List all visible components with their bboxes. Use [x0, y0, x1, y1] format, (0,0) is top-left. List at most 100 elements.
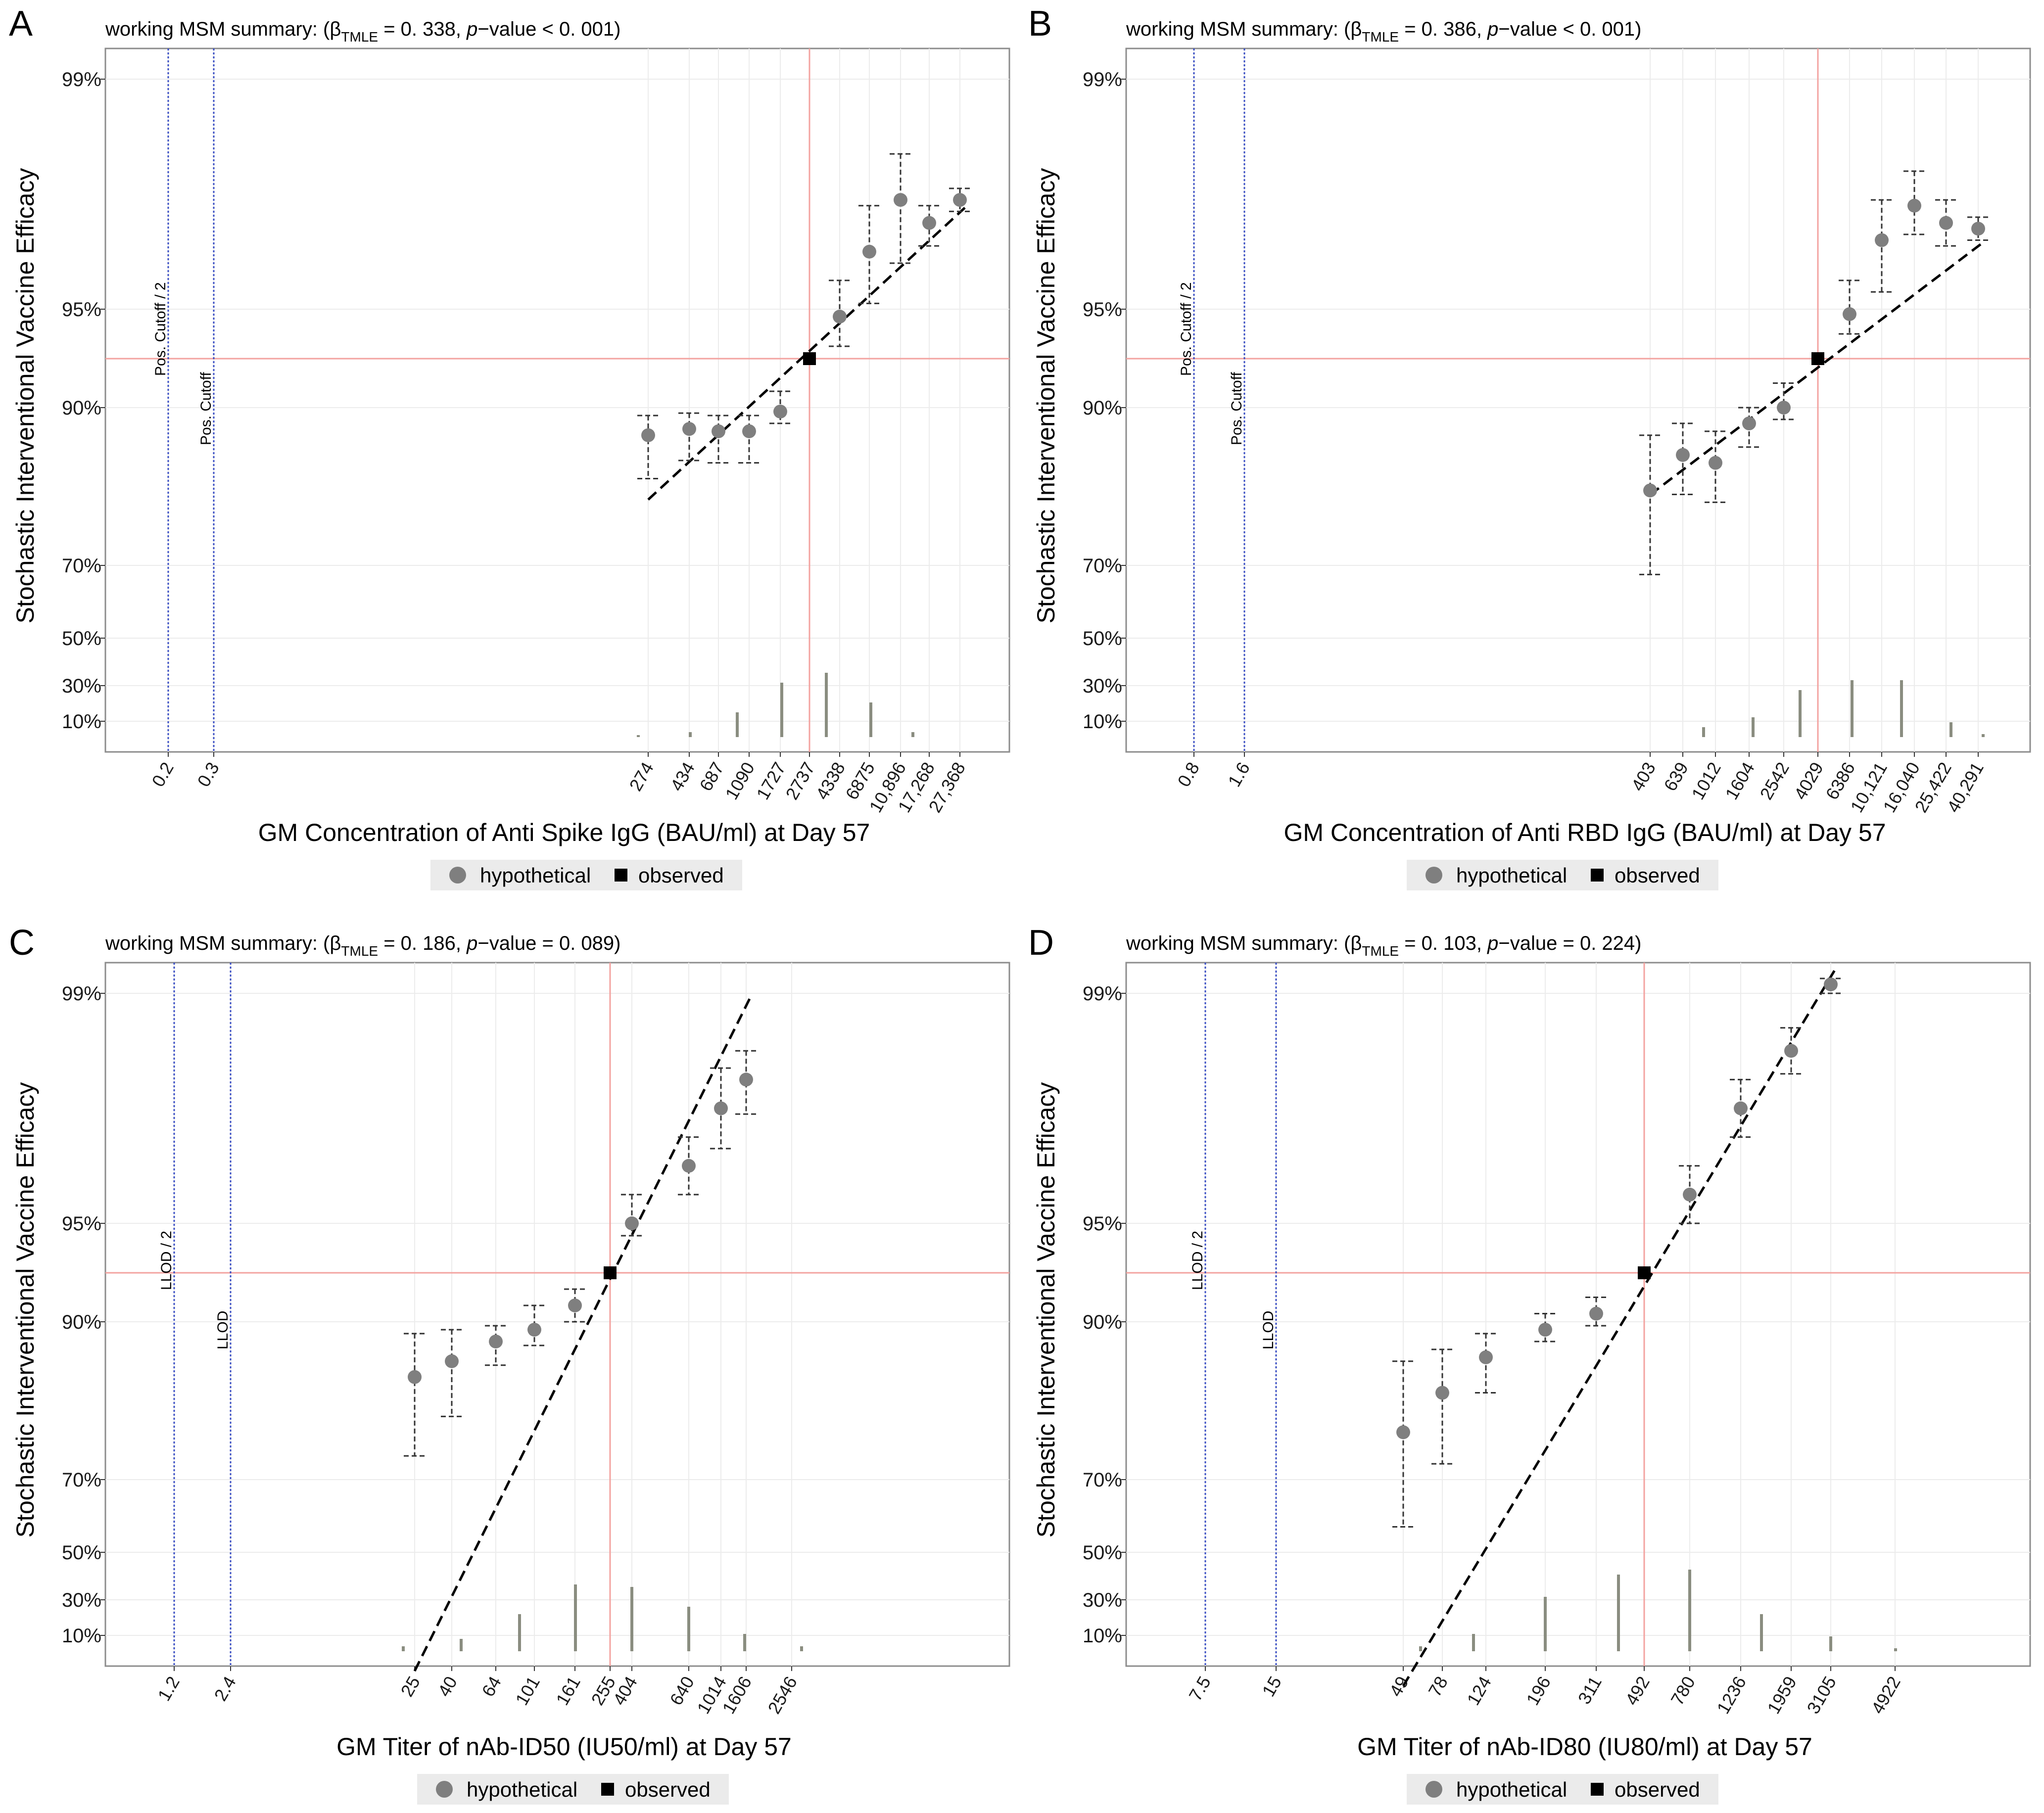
- y-tick-label: 50%: [62, 1542, 101, 1564]
- beta-hat: β: [330, 932, 341, 954]
- histogram-bar: [736, 712, 739, 737]
- cutoff-label: Pos. Cutoff / 2: [152, 282, 169, 376]
- hypothetical-point: [1479, 1350, 1493, 1364]
- y-tick-label: 99%: [62, 983, 101, 1005]
- histogram-bar: [1949, 722, 1952, 737]
- legend-hypothetical-label: hypothetical: [1456, 1778, 1567, 1801]
- y-axis-title: Stochastic Interventional Vaccine Effica…: [1032, 1082, 1060, 1538]
- beta-subscript: TMLE: [341, 29, 378, 45]
- y-tick-label: 99%: [1083, 69, 1122, 91]
- panel-letter: B: [1028, 4, 1052, 44]
- legend-box: [430, 860, 742, 890]
- trend-line: [1402, 968, 1837, 1687]
- legend-hypothetical-key: [1426, 1781, 1442, 1798]
- x-axis-title: GM Concentration of Anti Spike IgG (BAU/…: [258, 819, 870, 846]
- msm-summary: working MSM summary: (βTMLE = 0. 338, p−…: [105, 18, 620, 45]
- observed-point: [604, 1266, 617, 1279]
- legend-hypothetical-key: [1426, 867, 1442, 883]
- y-tick-label: 90%: [1083, 1311, 1122, 1333]
- hypothetical-point: [1971, 222, 1985, 236]
- histogram-bar: [1900, 680, 1903, 737]
- hypothetical-point: [641, 428, 655, 442]
- hypothetical-point: [408, 1370, 422, 1384]
- y-axis-title: Stochastic Interventional Vaccine Effica…: [11, 1082, 39, 1538]
- y-tick-label: 30%: [62, 1589, 101, 1611]
- beta-subscript: TMLE: [341, 943, 378, 959]
- y-tick-label: 95%: [1083, 1213, 1122, 1235]
- hypothetical-point: [1843, 307, 1856, 321]
- histogram-bar: [1752, 717, 1755, 737]
- hypothetical-point: [1589, 1306, 1603, 1321]
- summary-prefix: working MSM summary: (: [1126, 932, 1351, 954]
- y-tick-label: 90%: [1083, 397, 1122, 419]
- histogram-bar: [1799, 690, 1802, 737]
- histogram-bar: [1760, 1614, 1763, 1651]
- hypothetical-point: [1742, 416, 1756, 430]
- y-tick-label: 70%: [1083, 555, 1122, 577]
- beta-subscript: TMLE: [1362, 943, 1399, 959]
- summary-suffix: −value < 0. 001): [477, 18, 620, 40]
- legend-box: [1407, 860, 1718, 890]
- beta-hat: β: [330, 18, 341, 40]
- hypothetical-point: [862, 244, 876, 259]
- histogram-bar: [1982, 734, 1985, 737]
- legend-observed-key: [1591, 1783, 1604, 1796]
- cutoff-label: LLOD / 2: [158, 1231, 175, 1290]
- trend-line: [647, 207, 966, 501]
- hypothetical-point: [1709, 456, 1722, 470]
- y-tick-label: 30%: [1083, 675, 1122, 697]
- legend-hypothetical-label: hypothetical: [467, 1778, 577, 1801]
- hypothetical-point: [489, 1334, 503, 1348]
- summary-suffix: −value = 0. 224): [1498, 932, 1641, 954]
- pvalue-italic: p: [466, 18, 477, 40]
- legend-observed-label: observed: [1615, 864, 1700, 887]
- y-axis-title: Stochastic Interventional Vaccine Effica…: [1032, 168, 1060, 624]
- summary-suffix: −value = 0. 089): [477, 932, 620, 954]
- hypothetical-point: [739, 1072, 753, 1087]
- y-tick-label: 95%: [1083, 299, 1122, 321]
- hypothetical-point: [568, 1299, 582, 1312]
- summary-value: = 0. 338,: [378, 18, 467, 40]
- histogram-bar: [1702, 727, 1705, 737]
- summary-prefix: working MSM summary: (: [105, 18, 330, 40]
- hypothetical-point: [833, 310, 847, 324]
- summary-value: = 0. 386,: [1399, 18, 1487, 40]
- hypothetical-point: [1939, 216, 1953, 230]
- hypothetical-point: [1683, 1187, 1697, 1202]
- observed-point: [803, 352, 816, 365]
- y-tick-label: 90%: [62, 397, 101, 419]
- histogram-bar: [1472, 1634, 1475, 1651]
- histogram-bar: [800, 1646, 803, 1651]
- legend-observed-key: [1591, 869, 1604, 882]
- y-tick-label: 99%: [1083, 983, 1122, 1005]
- hypothetical-point: [1435, 1386, 1449, 1400]
- beta-hat: β: [1350, 932, 1362, 954]
- histogram-bar: [1419, 1646, 1422, 1651]
- y-tick-label: 95%: [62, 299, 101, 321]
- plot-panel: [104, 47, 1010, 753]
- y-tick-label: 10%: [62, 1625, 101, 1647]
- hypothetical-point: [742, 424, 756, 438]
- hypothetical-point: [527, 1322, 541, 1337]
- hypothetical-point: [1538, 1322, 1552, 1337]
- hypothetical-point: [1643, 483, 1657, 498]
- legend-observed-label: observed: [638, 864, 724, 887]
- histogram-bar: [1544, 1597, 1547, 1651]
- legend-box: [417, 1774, 729, 1805]
- cutoff-label: LLOD: [215, 1311, 231, 1349]
- cutoff-label: Pos. Cutoff: [1229, 372, 1245, 445]
- panel-letter: C: [9, 923, 35, 963]
- y-tick-label: 10%: [1083, 1625, 1122, 1647]
- msm-summary: working MSM summary: (βTMLE = 0. 386, p−…: [1126, 18, 1641, 45]
- y-tick-label: 90%: [62, 1311, 101, 1333]
- msm-summary: working MSM summary: (βTMLE = 0. 186, p−…: [105, 932, 620, 959]
- histogram-bar: [630, 1587, 633, 1651]
- summary-value: = 0. 103,: [1399, 932, 1487, 954]
- pvalue-italic: p: [1487, 932, 1498, 954]
- hypothetical-point: [1396, 1425, 1410, 1440]
- histogram-bar: [911, 732, 914, 737]
- histogram-bar: [1894, 1648, 1897, 1651]
